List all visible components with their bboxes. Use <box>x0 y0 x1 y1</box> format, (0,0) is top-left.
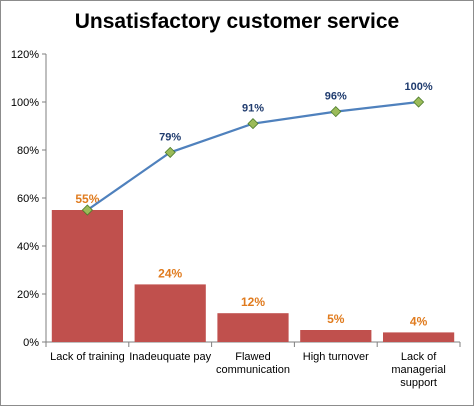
x-category-label: Inadeuquate pay <box>129 351 211 363</box>
cumulative-value-label: 96% <box>325 91 347 103</box>
cumulative-marker <box>330 106 342 118</box>
bar-value-label: 12% <box>241 295 265 309</box>
cumulative-value-label: 91% <box>242 103 264 115</box>
cumulative-marker <box>413 96 425 108</box>
y-tick-label: 80% <box>17 145 39 157</box>
y-tick-label: 120% <box>11 49 39 61</box>
bar-value-label: 24% <box>158 266 182 280</box>
bar <box>382 332 455 342</box>
y-tick-label: 0% <box>23 337 39 349</box>
y-tick-label: 60% <box>17 193 39 205</box>
y-tick-label: 20% <box>17 289 39 301</box>
x-category-label: Flawed communication <box>216 351 290 376</box>
bar <box>300 330 372 342</box>
x-category-label: Lack of training <box>50 351 125 363</box>
cumulative-marker <box>164 146 176 158</box>
bar <box>217 313 289 342</box>
x-category-label: High turnover <box>303 351 369 363</box>
cumulative-marker <box>81 204 93 216</box>
cumulative-value-label: 100% <box>405 81 433 93</box>
y-tick-label: 100% <box>11 97 39 109</box>
bar <box>134 284 206 342</box>
cumulative-marker <box>247 118 259 130</box>
cumulative-value-label: 79% <box>159 131 181 143</box>
chart-title: Unsatisfactory customer service <box>74 10 400 33</box>
bar-value-label: 5% <box>327 312 345 326</box>
bar <box>51 210 124 342</box>
x-category-label: Lack of managerial support <box>391 351 445 389</box>
bar-value-label: 4% <box>410 314 428 328</box>
y-tick-label: 40% <box>17 241 39 253</box>
bar-value-label: 55% <box>75 192 99 206</box>
